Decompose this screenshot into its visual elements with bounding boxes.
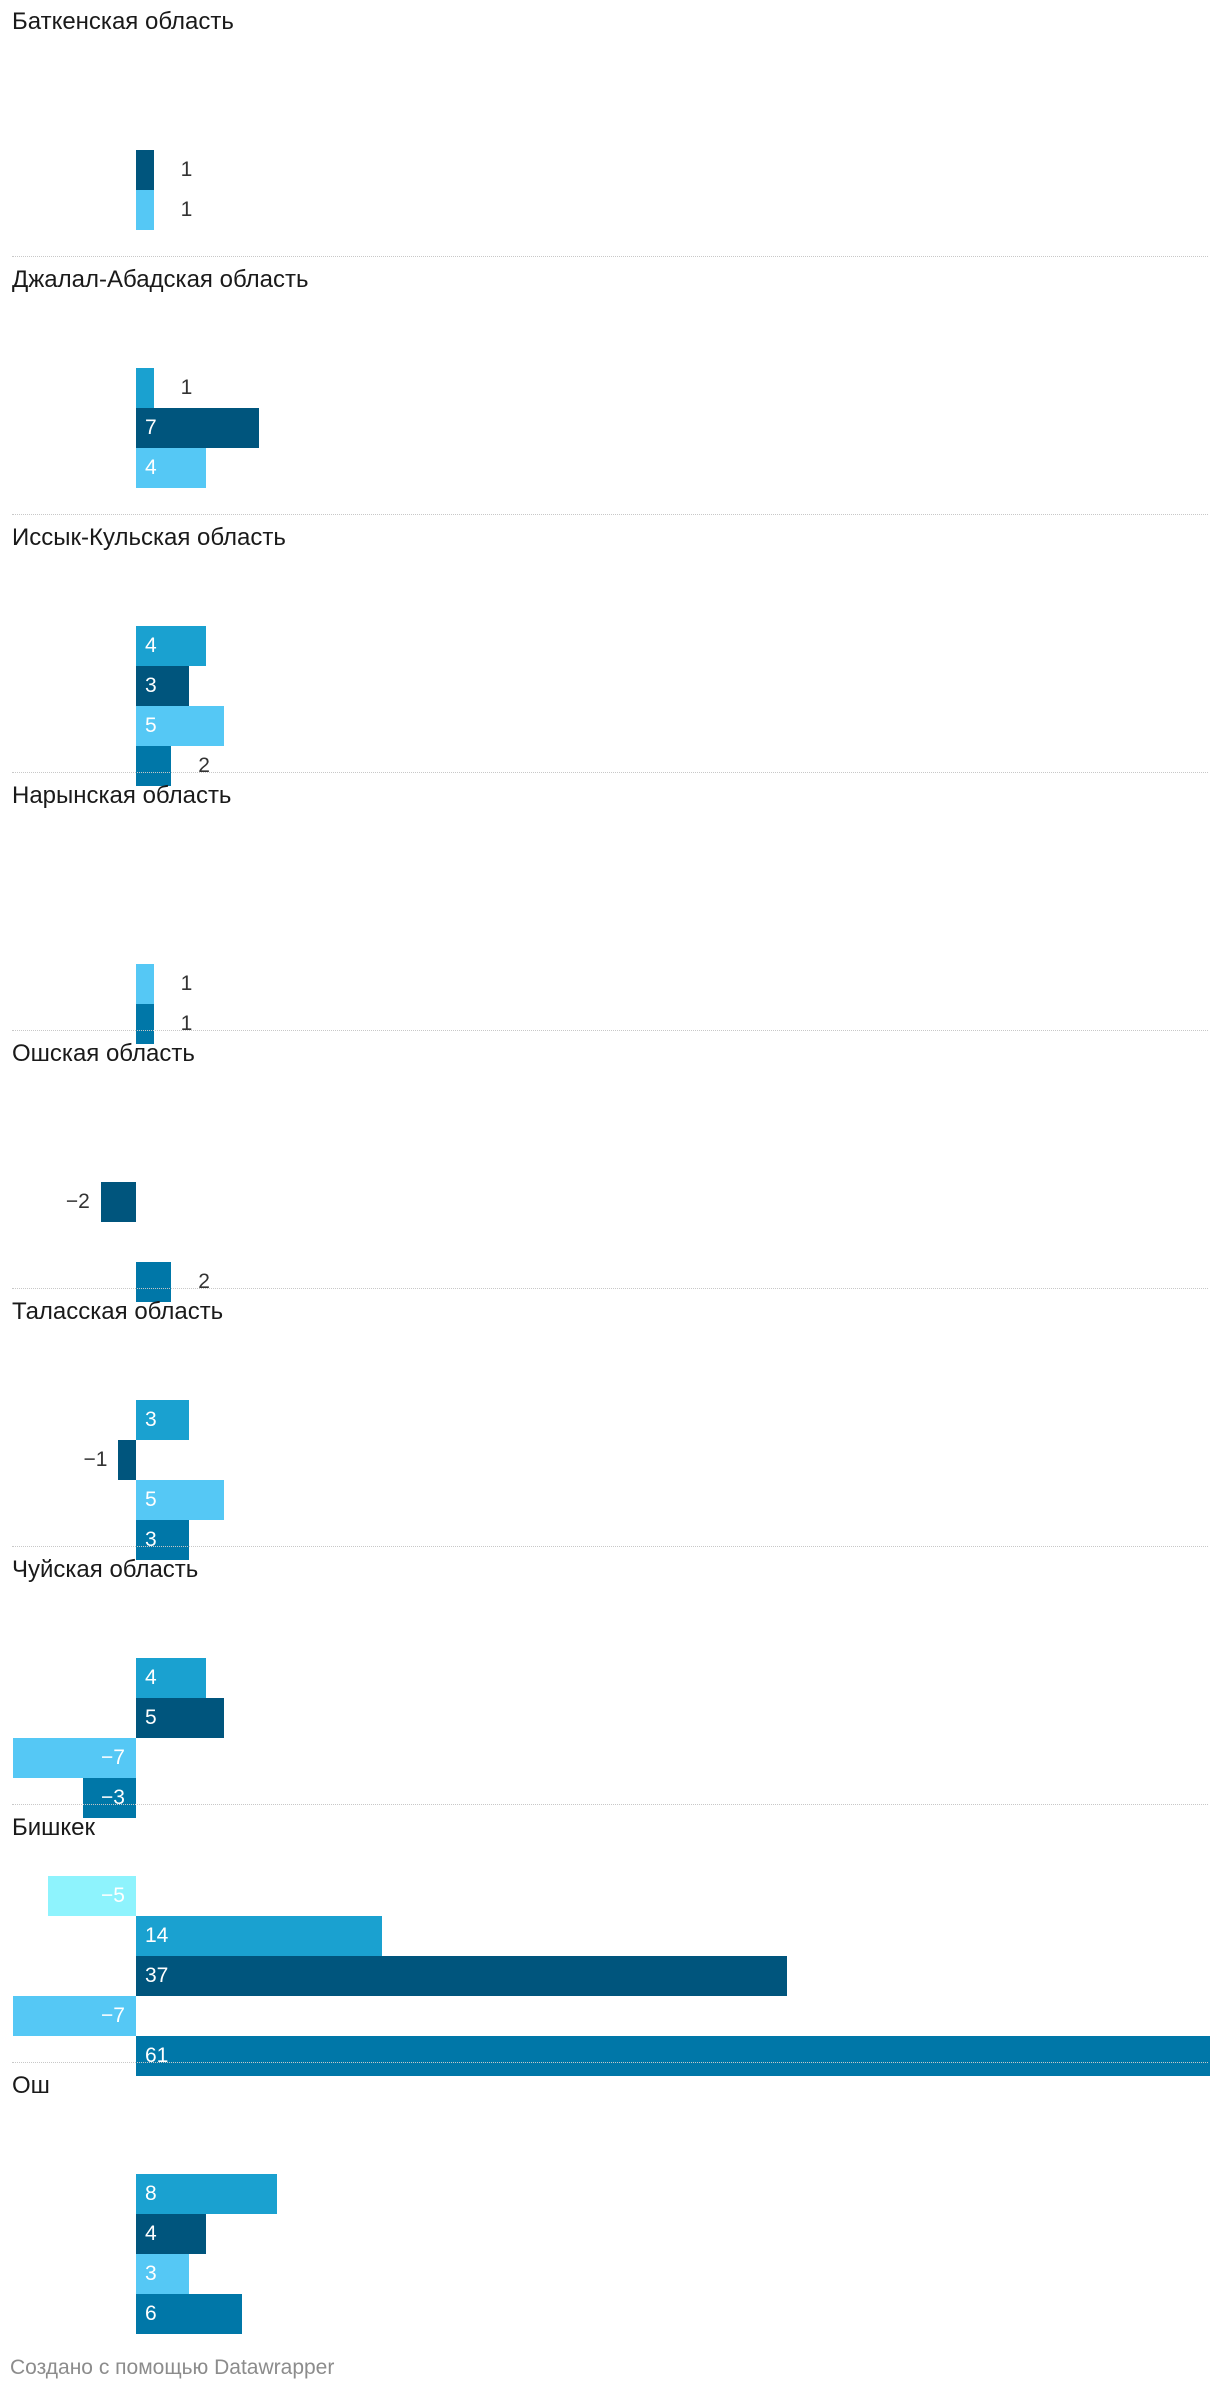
panel-divider (12, 256, 1208, 257)
panel-divider (12, 1030, 1208, 1031)
bar (136, 448, 207, 488)
panel-divider (12, 2062, 1208, 2063)
bar (136, 746, 172, 786)
panel-title: Иссык-Кульская область (12, 524, 286, 551)
panel-divider (12, 772, 1208, 773)
panel-title: Баткенская область (12, 8, 234, 35)
data-label: 3 (145, 2262, 157, 2285)
data-label: 1 (180, 158, 193, 181)
bar (136, 1956, 788, 1996)
bar (136, 706, 224, 746)
data-label: 1 (180, 376, 193, 399)
data-label: −7 (101, 2004, 125, 2027)
bar (136, 2214, 207, 2254)
bar (136, 666, 189, 706)
bar (48, 1876, 136, 1916)
data-label: 5 (145, 714, 157, 737)
data-label: −2 (65, 1190, 90, 1213)
bar (136, 2294, 242, 2334)
data-label: 4 (145, 1666, 157, 1689)
bar (136, 1520, 189, 1560)
panel-divider (12, 1288, 1208, 1289)
panel-title: Джалал-Абадская область (12, 266, 309, 293)
bar (100, 1182, 136, 1222)
bar (136, 190, 154, 230)
data-label: 14 (145, 1924, 169, 1947)
bar (83, 1778, 136, 1818)
data-label: 8 (145, 2182, 157, 2205)
data-label: −1 (83, 1448, 108, 1471)
panel-title: Бишкек (12, 1814, 96, 1841)
data-label: 61 (145, 2044, 169, 2067)
data-label: 1 (180, 972, 193, 995)
bar (136, 2254, 189, 2294)
data-label: −7 (101, 1746, 125, 1769)
data-label: 4 (145, 456, 157, 479)
credit-text: Создано с помощью Datawrapper (10, 2356, 335, 2379)
bar (136, 1480, 224, 1520)
bar (136, 1916, 383, 1956)
data-label: 3 (145, 674, 157, 697)
bar (12, 1738, 136, 1778)
panel-divider (12, 1546, 1208, 1547)
bar (136, 408, 260, 448)
bar (118, 1440, 136, 1480)
bar (136, 2174, 277, 2214)
data-label: 4 (145, 2222, 157, 2245)
bar (136, 1004, 154, 1044)
panel-divider (12, 514, 1208, 515)
data-label: 5 (145, 1488, 157, 1511)
bar (136, 368, 154, 408)
bar (12, 1996, 136, 2036)
panel-title: Нарынская область (12, 782, 232, 809)
data-label: 1 (180, 198, 193, 221)
panel-title: Чуйская область (12, 1556, 199, 1583)
bar (136, 1262, 172, 1302)
bar (136, 1698, 224, 1738)
data-label: 4 (145, 634, 157, 657)
data-label: −5 (101, 1884, 125, 1907)
data-label: 6 (145, 2302, 157, 2325)
data-label: 3 (145, 1528, 157, 1551)
bar (136, 1400, 189, 1440)
panel-title: Ош (12, 2072, 50, 2099)
bar (136, 964, 154, 1004)
data-label: 5 (145, 1706, 157, 1729)
panel-title: Ошская область (12, 1040, 195, 1067)
data-label: 1 (180, 1012, 193, 1035)
data-label: 2 (198, 754, 210, 777)
data-label: 37 (145, 1964, 169, 1987)
panel-divider (12, 1804, 1208, 1805)
data-label: 7 (145, 416, 157, 439)
bar (136, 2036, 1210, 2076)
bar (136, 1658, 207, 1698)
data-label: −3 (101, 1786, 125, 1809)
panel-title: Таласская область (12, 1298, 224, 1325)
data-label: 3 (145, 1408, 157, 1431)
bar (136, 150, 154, 190)
data-label: 2 (198, 1270, 210, 1293)
bar (136, 626, 207, 666)
